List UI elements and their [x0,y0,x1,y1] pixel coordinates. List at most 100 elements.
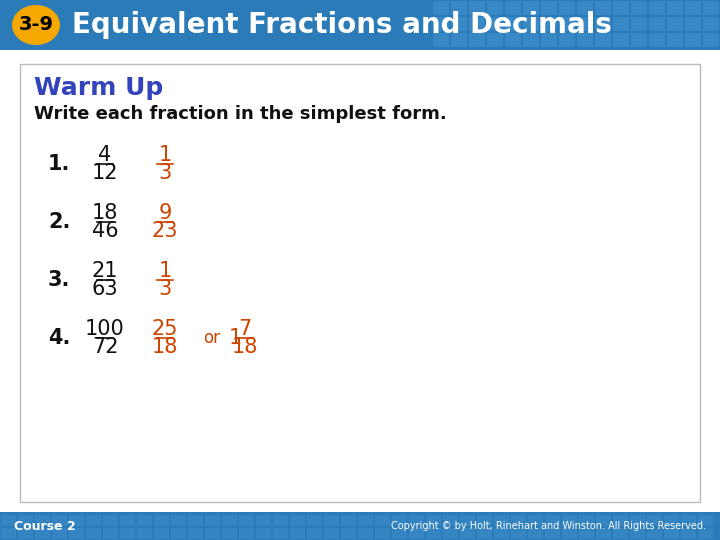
Bar [120,528,135,539]
Bar [256,528,271,539]
Bar [290,528,305,539]
Text: Write each fraction in the simplest form.: Write each fraction in the simplest form… [34,105,446,123]
Bar [595,33,611,47]
Bar [18,515,33,526]
Bar [188,528,203,539]
Text: 63: 63 [91,279,118,299]
Bar [358,515,373,526]
Text: 21: 21 [91,261,118,281]
Text: 4: 4 [99,145,112,165]
Text: Equivalent Fractions and Decimals: Equivalent Fractions and Decimals [72,11,612,39]
Text: Course 2: Course 2 [14,519,76,532]
Bar [222,515,237,526]
Bar [35,528,50,539]
Bar [324,515,339,526]
Bar [545,515,560,526]
Bar [613,33,629,47]
Bar [630,528,645,539]
Bar [579,515,594,526]
Bar [505,1,521,15]
Bar [541,33,557,47]
Bar [307,528,322,539]
Bar [426,528,441,539]
Bar [469,17,485,31]
Bar [1,515,16,526]
Bar [86,528,101,539]
Bar [69,515,84,526]
Text: 46: 46 [91,221,118,241]
Bar [559,1,575,15]
Bar [188,515,203,526]
Bar [341,515,356,526]
Bar [649,1,665,15]
Bar [487,33,503,47]
Text: 9: 9 [158,202,171,222]
Bar [528,515,543,526]
Bar [685,33,701,47]
Bar [613,528,628,539]
Bar [649,17,665,31]
Bar [477,515,492,526]
Text: 1: 1 [158,261,171,281]
Bar [52,515,67,526]
Bar [511,528,526,539]
Text: 18: 18 [152,338,178,357]
Bar [171,528,186,539]
Bar [20,64,700,502]
Text: 12: 12 [91,163,118,183]
Bar [559,17,575,31]
Text: 2.: 2. [48,212,71,232]
Text: Warm Up: Warm Up [34,76,163,100]
Bar [562,528,577,539]
Bar [409,515,424,526]
Bar [562,515,577,526]
Bar [392,515,407,526]
Bar [494,528,509,539]
Bar [154,515,169,526]
Text: 23: 23 [152,221,179,241]
Bar [664,515,679,526]
Bar [541,1,557,15]
Bar [35,515,50,526]
Bar [541,17,557,31]
Bar [505,33,521,47]
Bar [703,17,719,31]
Bar [631,1,647,15]
Bar [596,515,611,526]
Text: 18: 18 [232,338,258,357]
Bar [0,512,720,540]
Bar [358,528,373,539]
Bar [375,528,390,539]
Bar [324,528,339,539]
Bar [52,528,67,539]
Bar [451,1,467,15]
Bar [451,17,467,31]
Text: 4.: 4. [48,328,71,348]
Bar [667,17,683,31]
Bar [649,33,665,47]
Bar [528,528,543,539]
Ellipse shape [12,5,60,45]
Bar [647,515,662,526]
Bar [392,528,407,539]
Bar [341,528,356,539]
Bar [545,528,560,539]
Text: 100: 100 [85,319,125,339]
Bar [523,1,539,15]
Bar [433,17,449,31]
Text: 25: 25 [152,319,179,339]
Bar [290,515,305,526]
Bar [433,33,449,47]
Bar [681,528,696,539]
Text: 1: 1 [229,328,242,348]
Bar [487,17,503,31]
Bar [18,528,33,539]
Bar [647,528,662,539]
Bar [86,515,101,526]
Bar [273,528,288,539]
Bar [664,528,679,539]
Bar [487,1,503,15]
Text: 18: 18 [92,202,118,222]
Bar [443,528,458,539]
Bar [103,515,118,526]
